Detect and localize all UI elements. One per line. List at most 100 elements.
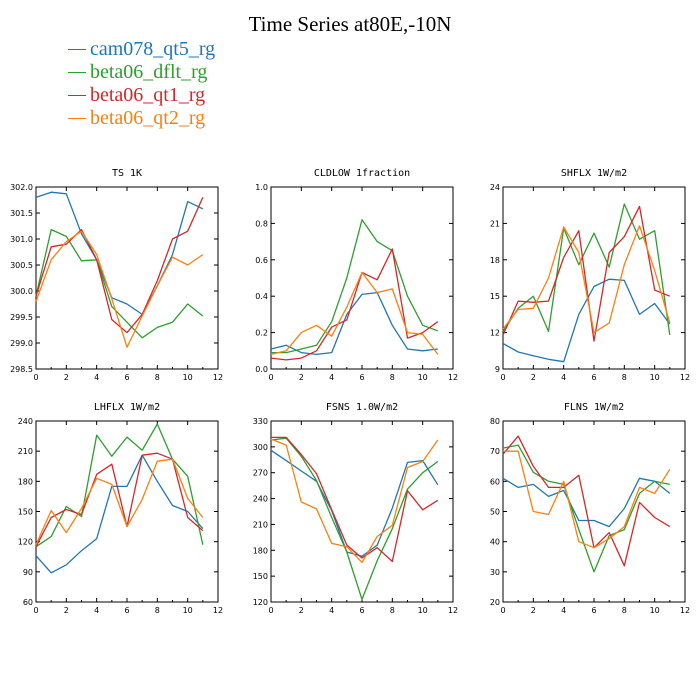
x-tick-label: 8 bbox=[390, 606, 395, 615]
x-tick-label: 2 bbox=[299, 606, 304, 615]
series-line-beta06_qt2_rg bbox=[502, 225, 671, 334]
y-tick-label: 0.6 bbox=[255, 256, 268, 265]
x-tick-label: 0 bbox=[500, 606, 505, 615]
x-tick-label: 0 bbox=[33, 606, 38, 615]
legend-label: beta06_qt2_rg bbox=[90, 107, 206, 129]
y-tick-label: 12 bbox=[490, 329, 500, 338]
legend: cam078_qt5_rg beta06_dflt_rg beta06_qt1_… bbox=[68, 38, 215, 130]
x-tick-label: 12 bbox=[680, 606, 690, 615]
plot-frame bbox=[270, 186, 454, 370]
y-tick-label: 24 bbox=[490, 183, 500, 192]
y-tick-label: 299.5 bbox=[10, 313, 33, 322]
y-tick-label: 30 bbox=[490, 568, 500, 577]
y-tick-label: 301.0 bbox=[10, 235, 33, 244]
x-tick-label: 0 bbox=[33, 373, 38, 382]
y-tick-label: 210 bbox=[253, 520, 268, 529]
x-tick-label: 0 bbox=[268, 606, 273, 615]
y-tick-label: 60 bbox=[23, 598, 33, 607]
legend-line bbox=[68, 72, 86, 73]
y-tick-label: 50 bbox=[490, 508, 500, 517]
y-tick-label: 9 bbox=[495, 365, 500, 374]
series-line-beta06_qt1_rg bbox=[502, 205, 671, 342]
series-line-beta06_dflt_rg bbox=[271, 219, 439, 354]
series-line-beta06_dflt_rg bbox=[35, 228, 204, 339]
y-tick-label: 299.0 bbox=[10, 339, 33, 348]
x-tick-label: 12 bbox=[213, 606, 223, 615]
y-tick-label: 90 bbox=[23, 568, 33, 577]
x-tick-label: 10 bbox=[418, 373, 428, 382]
panel-title: FLNS 1W/m2 bbox=[564, 402, 624, 413]
series-line-beta06_qt2_rg bbox=[35, 230, 204, 348]
y-tick-label: 180 bbox=[18, 477, 33, 486]
y-tick-label: 300.0 bbox=[10, 287, 33, 296]
x-tick-label: 4 bbox=[329, 373, 334, 382]
x-tick-label: 4 bbox=[94, 373, 99, 382]
y-tick-label: 15 bbox=[490, 292, 500, 301]
y-tick-label: 120 bbox=[253, 598, 268, 607]
plot-frame bbox=[35, 186, 219, 370]
series-line-beta06_qt2_rg bbox=[270, 438, 439, 564]
y-tick-label: 20 bbox=[490, 598, 500, 607]
y-tick-label: 80 bbox=[490, 417, 500, 426]
legend-item: beta06_qt2_rg bbox=[68, 107, 215, 130]
y-tick-label: 301.5 bbox=[10, 209, 33, 218]
series-line-beta06_dflt_rg bbox=[502, 203, 671, 336]
x-tick-label: 6 bbox=[124, 606, 129, 615]
x-tick-label: 6 bbox=[591, 606, 596, 615]
x-tick-label: 8 bbox=[155, 606, 160, 615]
series-line-cam078_qt5_rg bbox=[270, 291, 438, 356]
series-line-beta06_qt1_rg bbox=[271, 436, 439, 563]
x-tick-label: 12 bbox=[448, 606, 458, 615]
y-tick-label: 21 bbox=[490, 219, 500, 228]
legend-label: beta06_dflt_rg bbox=[90, 61, 208, 83]
y-tick-label: 70 bbox=[490, 447, 500, 456]
legend-line bbox=[68, 95, 86, 96]
plot-frame bbox=[270, 420, 454, 603]
x-tick-label: 4 bbox=[329, 606, 334, 615]
series-line-cam078_qt5_rg bbox=[35, 191, 204, 316]
x-tick-label: 4 bbox=[561, 606, 566, 615]
panel-title: FSNS 1.0W/m2 bbox=[326, 402, 398, 413]
series-line-cam078_qt5_rg bbox=[502, 278, 671, 363]
x-tick-label: 2 bbox=[64, 373, 69, 382]
y-tick-label: 0.8 bbox=[255, 219, 268, 228]
x-tick-label: 8 bbox=[622, 606, 627, 615]
series-line-beta06_qt1_rg bbox=[270, 248, 439, 361]
y-tick-label: 1.0 bbox=[255, 183, 268, 192]
x-tick-label: 6 bbox=[124, 373, 129, 382]
legend-item: beta06_dflt_rg bbox=[68, 61, 215, 84]
y-tick-label: 150 bbox=[18, 508, 33, 517]
panel-title: SHFLX 1W/m2 bbox=[561, 168, 627, 179]
panel-title: CLDLOW 1fraction bbox=[314, 168, 410, 179]
x-tick-label: 10 bbox=[650, 373, 660, 382]
legend-label: beta06_qt1_rg bbox=[90, 84, 206, 106]
y-tick-label: 150 bbox=[253, 572, 268, 581]
series-line-beta06_dflt_rg bbox=[35, 423, 204, 548]
y-tick-label: 210 bbox=[18, 447, 33, 456]
legend-item: cam078_qt5_rg bbox=[68, 38, 215, 61]
y-tick-label: 0.4 bbox=[255, 292, 268, 301]
series-line-beta06_qt1_rg bbox=[502, 435, 671, 567]
x-tick-label: 2 bbox=[531, 606, 536, 615]
y-tick-label: 270 bbox=[253, 469, 268, 478]
x-tick-label: 12 bbox=[680, 373, 690, 382]
series-line-beta06_qt1_rg bbox=[35, 452, 204, 548]
x-tick-label: 8 bbox=[390, 373, 395, 382]
x-tick-label: 8 bbox=[622, 373, 627, 382]
series-line-beta06_qt2_rg bbox=[270, 271, 439, 356]
x-tick-label: 2 bbox=[531, 373, 536, 382]
series-line-cam078_qt5_rg bbox=[502, 477, 671, 528]
x-tick-label: 12 bbox=[448, 373, 458, 382]
legend-label: cam078_qt5_rg bbox=[90, 38, 216, 60]
x-tick-label: 2 bbox=[64, 606, 69, 615]
panel-title: LHFLX 1W/m2 bbox=[94, 402, 160, 413]
x-tick-label: 4 bbox=[561, 373, 566, 382]
panel-title: TS 1K bbox=[112, 168, 142, 179]
series-line-cam078_qt5_rg bbox=[35, 454, 204, 574]
y-tick-label: 18 bbox=[490, 256, 500, 265]
x-tick-label: 6 bbox=[359, 606, 364, 615]
y-tick-label: 300 bbox=[253, 443, 268, 452]
y-tick-label: 240 bbox=[253, 495, 268, 504]
legend-item: beta06_qt1_rg bbox=[68, 84, 215, 107]
